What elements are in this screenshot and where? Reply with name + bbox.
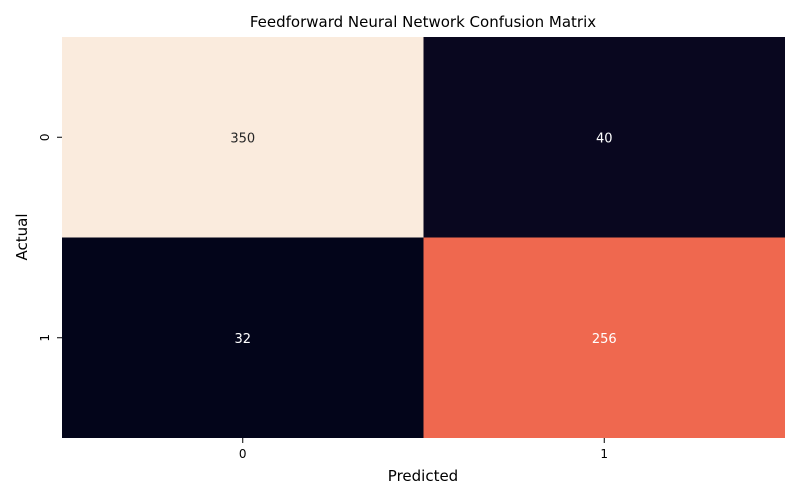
x-tick-label-1: 1 xyxy=(600,447,608,461)
heatmap-cells: 350 40 32 256 xyxy=(62,37,785,438)
heatmap-cell-1-0 xyxy=(62,237,424,438)
y-tick-label-1: 1 xyxy=(38,334,52,342)
cell-value-label-1-0: 32 xyxy=(234,332,251,347)
heatmap-cell-1-1 xyxy=(423,237,785,438)
chart-title: Feedforward Neural Network Confusion Mat… xyxy=(250,13,596,31)
x-tick-label-0: 0 xyxy=(239,447,247,461)
cell-value-label-0-1: 40 xyxy=(596,131,613,146)
x-axis-label: Predicted xyxy=(388,467,458,485)
cell-value-label-1-1: 256 xyxy=(592,332,617,347)
y-tick-label-0: 0 xyxy=(38,133,52,141)
y-axis-ticks: 01 xyxy=(38,133,62,342)
heatmap-cell-0-0 xyxy=(62,37,424,238)
y-axis-label: Actual xyxy=(13,214,31,261)
cell-value-label-0-0: 350 xyxy=(230,131,255,146)
heatmap-cell-0-1 xyxy=(423,37,785,238)
